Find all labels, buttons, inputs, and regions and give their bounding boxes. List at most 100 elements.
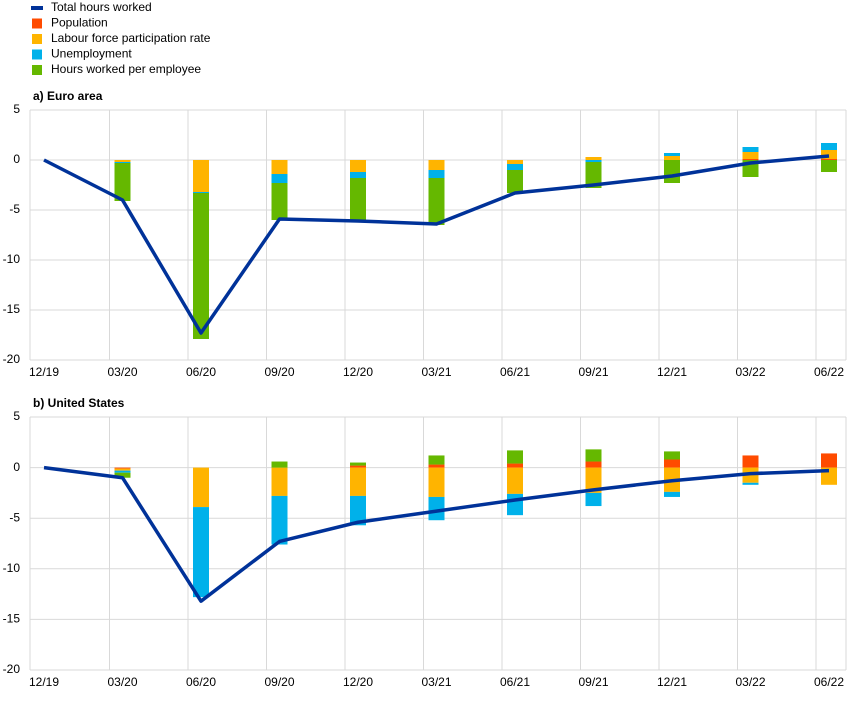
bar-segment	[664, 153, 680, 156]
y-tick-label: -10	[3, 252, 21, 266]
y-tick-label: -20	[3, 352, 21, 366]
x-tick-label: 03/21	[421, 675, 451, 689]
x-tick-label: 06/20	[186, 675, 216, 689]
bar-segment	[664, 160, 680, 183]
legend-label: Labour force participation rate	[51, 31, 211, 45]
bar-segment	[428, 170, 445, 178]
bar-segment	[507, 463, 523, 468]
y-tick-label: -15	[3, 612, 21, 626]
bar-segment	[114, 468, 131, 471]
bar-segment	[114, 467, 131, 469]
x-tick-label: 09/21	[578, 675, 608, 689]
bar-segment	[114, 162, 131, 163]
bar-segment	[585, 162, 602, 188]
y-tick-label: 5	[13, 102, 20, 116]
bar-segment	[664, 451, 680, 460]
y-tick-label: -20	[3, 662, 21, 676]
bar-segment	[271, 160, 288, 174]
bar-segment	[821, 453, 837, 468]
bar-segment	[428, 160, 445, 170]
bar-segment	[193, 192, 209, 193]
bar-segment	[507, 450, 523, 464]
legend-marker	[32, 18, 42, 29]
y-tick-label: -5	[9, 510, 20, 524]
x-tick-label: 06/21	[500, 675, 530, 689]
bar-segment	[428, 464, 445, 468]
bar-segment	[428, 496, 445, 521]
bar-segment	[585, 461, 602, 468]
x-tick-label: 06/22	[814, 365, 844, 379]
legend-marker	[32, 34, 42, 44]
bar-segment	[507, 170, 523, 193]
y-tick-label: 5	[13, 409, 20, 423]
bar-segment	[664, 156, 680, 160]
bar-segment	[821, 159, 837, 160]
legend-label: Hours worked per employee	[51, 62, 201, 76]
bar-segment	[271, 174, 288, 183]
bar-segment	[271, 183, 288, 220]
bar-segment	[507, 164, 523, 170]
y-tick-label: -10	[3, 561, 21, 575]
bar-segment	[350, 178, 366, 221]
x-tick-label: 09/20	[264, 365, 294, 379]
bar-segment	[193, 467, 209, 508]
panel-title: b) United States	[33, 396, 125, 410]
bar-segment	[585, 160, 602, 162]
bar-segment	[821, 150, 837, 159]
bar-segment	[742, 159, 759, 160]
x-tick-label: 12/20	[343, 365, 373, 379]
legend-marker	[32, 49, 42, 60]
legend-marker	[31, 6, 43, 10]
panel-title: a) Euro area	[33, 89, 103, 103]
bar-segment	[585, 449, 602, 462]
x-tick-label: 12/19	[29, 365, 59, 379]
x-tick-label: 12/21	[657, 675, 687, 689]
bar-segment	[742, 482, 759, 485]
y-tick-label: -15	[3, 302, 21, 316]
x-tick-label: 09/21	[578, 365, 608, 379]
bar-segment	[350, 462, 366, 466]
bar-segment	[193, 193, 209, 339]
legend-marker	[32, 65, 42, 75]
legend-label: Total hours worked	[51, 0, 152, 14]
bar-segment	[585, 492, 602, 507]
x-tick-label: 03/22	[735, 675, 765, 689]
bar-segment	[271, 467, 288, 496]
bar-segment	[664, 491, 680, 497]
x-tick-label: 06/21	[500, 365, 530, 379]
bar-segment	[271, 461, 288, 468]
bar-segment	[114, 160, 131, 162]
bar-segment	[193, 507, 209, 598]
bar-segment	[114, 472, 131, 478]
bar-segment	[350, 495, 366, 526]
bar-segment	[507, 467, 523, 494]
bar-segment	[428, 178, 445, 225]
y-tick-label: 0	[13, 152, 20, 166]
y-tick-label: 0	[13, 460, 20, 474]
bar-segment	[193, 160, 209, 192]
x-tick-label: 09/20	[264, 675, 294, 689]
bar-segment	[428, 467, 445, 497]
bar-segment	[428, 455, 445, 465]
x-tick-label: 12/21	[657, 365, 687, 379]
bar-segment	[664, 459, 680, 468]
x-tick-label: 06/22	[814, 675, 844, 689]
x-tick-label: 03/22	[735, 365, 765, 379]
bar-segment	[350, 160, 366, 172]
bar-segment	[821, 160, 837, 172]
bar-segment	[271, 495, 288, 545]
x-tick-label: 03/20	[107, 675, 137, 689]
bar-segment	[742, 455, 759, 468]
bar-segment	[585, 467, 602, 493]
x-tick-label: 03/21	[421, 365, 451, 379]
bar-segment	[821, 143, 837, 150]
bar-segment	[350, 172, 366, 178]
bar-segment	[742, 147, 759, 152]
bar-segment	[742, 152, 759, 159]
bar-segment	[350, 467, 366, 496]
bar-segment	[114, 470, 131, 473]
x-tick-label: 12/20	[343, 675, 373, 689]
line-series	[43, 154, 830, 335]
legend-label: Unemployment	[51, 47, 132, 61]
